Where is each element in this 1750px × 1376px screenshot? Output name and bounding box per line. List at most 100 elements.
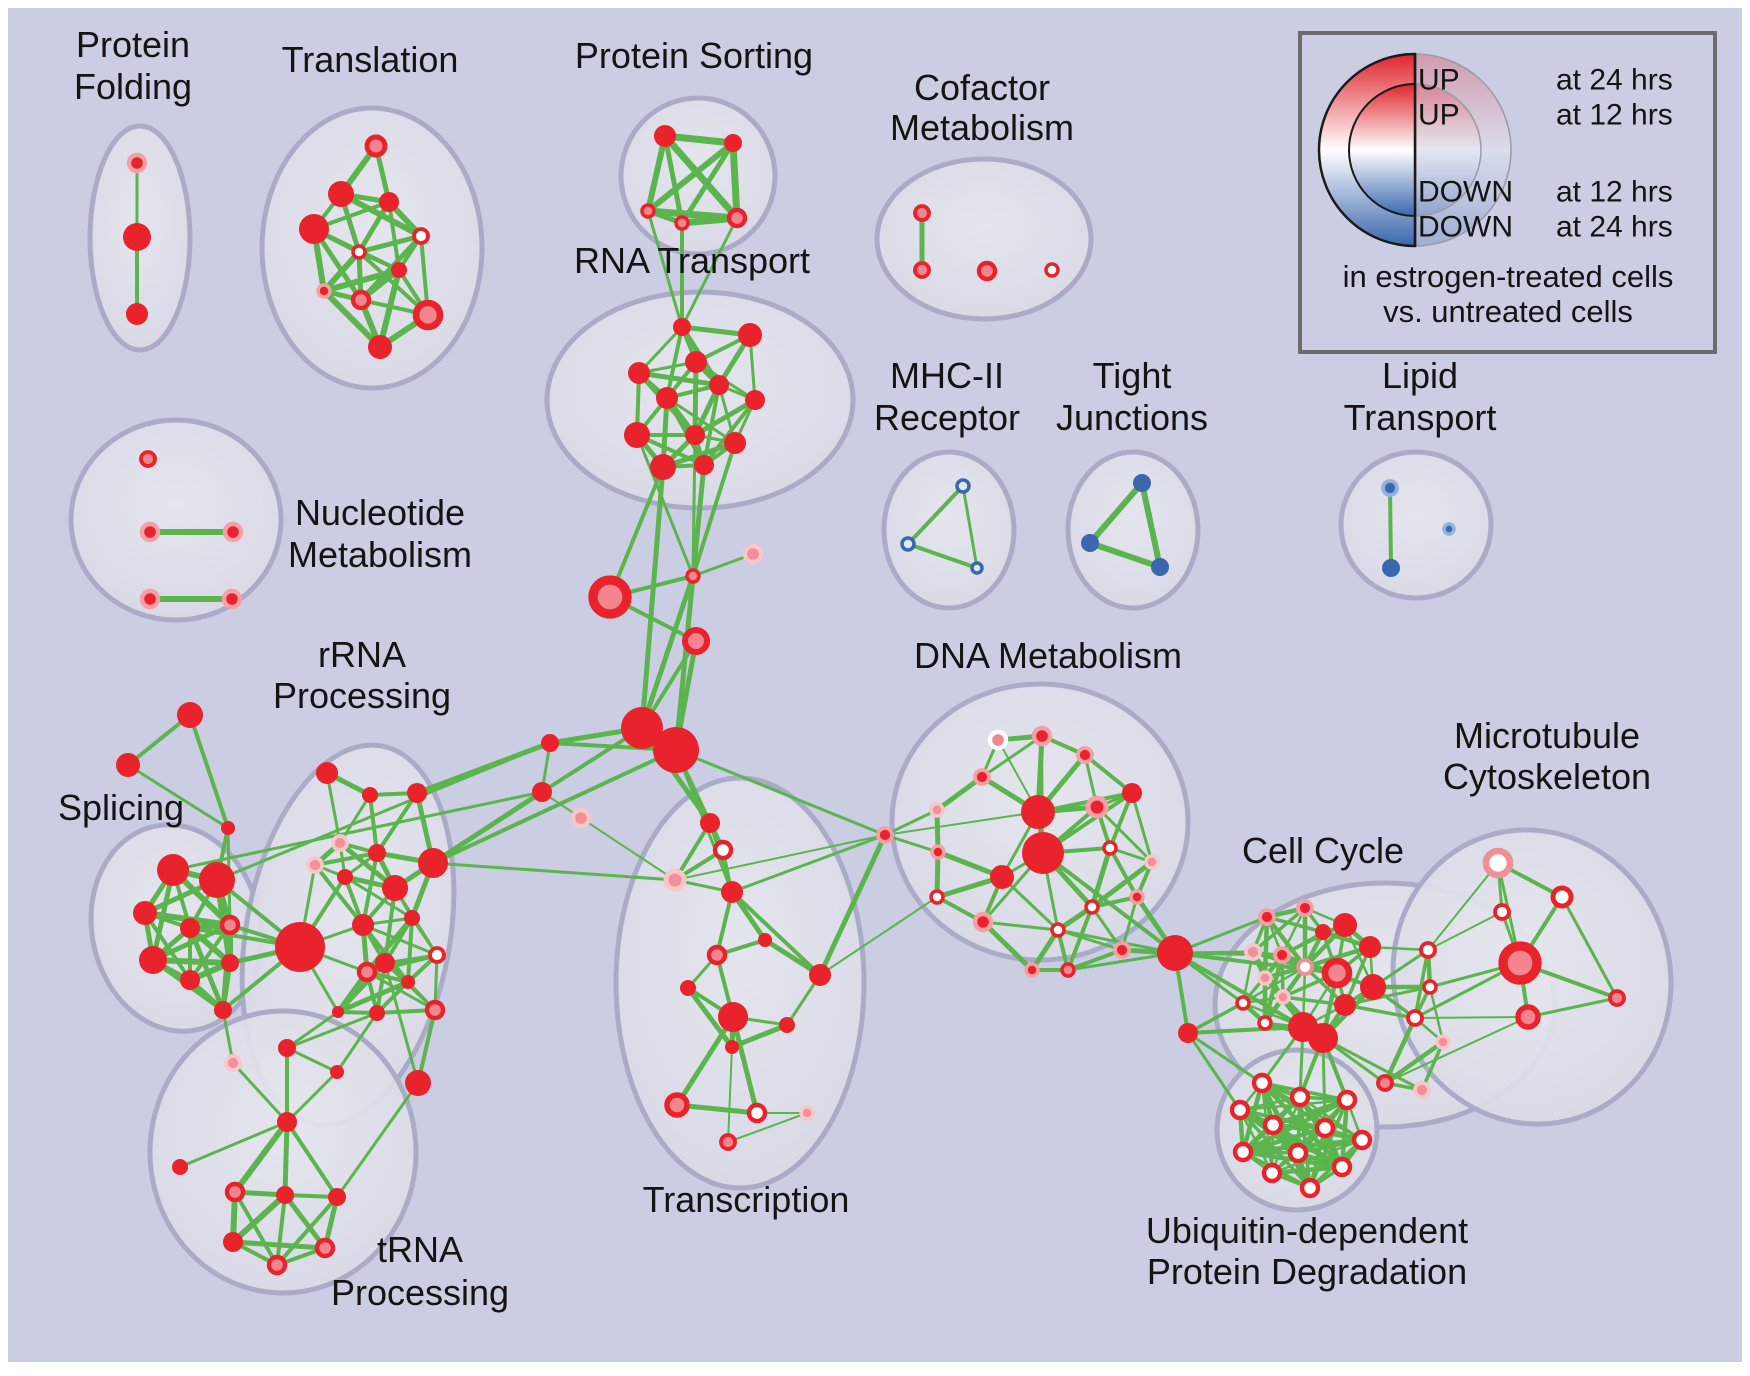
node-r13 (428, 946, 446, 964)
node-r7 (337, 869, 353, 885)
edge-mt5-mt6 (1526, 996, 1619, 1019)
node-c11 (1257, 970, 1273, 986)
node-u1 (1251, 1072, 1273, 1094)
edge-st2-st3 (126, 763, 230, 830)
edge-r15-r17 (335, 979, 411, 1015)
node-rt5 (709, 375, 729, 395)
node-d17 (1084, 899, 1100, 915)
edge-ps3-rt1 (646, 209, 684, 329)
edge-mh1-mh2 (906, 484, 965, 546)
node-t7 (391, 262, 407, 278)
edge-d2-d4 (980, 734, 1044, 779)
edge-br3-r18 (335, 1011, 379, 1074)
node-mt4 (1498, 941, 1542, 985)
node-t11 (368, 335, 392, 359)
node-tn1 (277, 1112, 297, 1132)
node-d21 (1060, 962, 1076, 978)
node-ps3 (640, 203, 656, 219)
edge-tn5-tn8 (275, 1195, 339, 1267)
node-c21 (1406, 1009, 1424, 1027)
edge-c19-c21 (1413, 948, 1430, 1020)
node-x7 (680, 980, 696, 996)
node-r2 (362, 787, 378, 803)
edge-tn1-tn4 (282, 1119, 290, 1198)
node-u3 (1336, 1089, 1358, 1111)
node-t5 (412, 227, 430, 245)
legend-caption-1: vs. untreated cells (1383, 294, 1633, 329)
node-s4 (180, 918, 200, 938)
edge-h4-h1 (691, 552, 755, 578)
node-r18 (369, 1005, 385, 1021)
node-d9 (1022, 832, 1064, 874)
node-mh2 (900, 536, 916, 552)
edge-rt10-h1 (691, 441, 737, 578)
node-s6 (139, 946, 167, 974)
node-u12 (1299, 1177, 1321, 1199)
edge-d3-d6 (1083, 753, 1134, 795)
edge-mt2-mt5 (1560, 895, 1619, 1000)
edge-x8-d22 (817, 832, 888, 978)
edge-c21-mt6 (1414, 1016, 1529, 1019)
node-rt9 (624, 422, 650, 448)
node-br3 (330, 1065, 344, 1079)
node-ps4 (674, 215, 690, 231)
node-u9 (1287, 1142, 1309, 1164)
edge-d17-d21 (1066, 905, 1094, 972)
node-nm3 (222, 521, 244, 543)
edge-r11-x3 (431, 861, 677, 882)
edge-ps1-ps3 (645, 133, 668, 214)
cluster-label-lipid-transport-0: Lipid (1382, 355, 1458, 396)
node-tn4 (276, 1186, 294, 1204)
cluster-label-cell-cycle-0: Cell Cycle (1242, 830, 1404, 871)
edge-u6-u8 (1240, 1125, 1328, 1155)
node-x10 (779, 1017, 795, 1033)
node-x3 (663, 868, 687, 892)
edge-r6-r9 (361, 851, 379, 927)
node-d13 (1144, 854, 1160, 870)
edge-ps2-ps4 (679, 140, 736, 226)
node-s1 (157, 854, 189, 886)
edge-c17-c24 (1321, 1036, 1424, 1092)
edge-rt9-h1 (635, 433, 695, 578)
node-h4 (742, 543, 764, 565)
edge-ps2-ps5 (729, 139, 741, 222)
node-d14 (929, 889, 945, 905)
edge-c18-u4 (1186, 1031, 1242, 1112)
node-c8 (1296, 958, 1314, 976)
node-tn6 (223, 1232, 243, 1252)
node-c13 (1235, 995, 1251, 1011)
node-r8 (382, 875, 408, 901)
edge-c20-c22 (1428, 985, 1445, 1044)
node-u8 (1232, 1141, 1254, 1163)
node-pf3 (126, 303, 148, 325)
cluster-label-rrna-processing-0: rRNA (318, 634, 406, 675)
node-c22 (1435, 1034, 1451, 1050)
node-c9 (1321, 957, 1353, 989)
node-r10 (404, 910, 420, 926)
node-d18 (1129, 889, 1145, 905)
node-tn8 (266, 1254, 288, 1276)
edge-st1-st2 (126, 713, 192, 767)
node-x4 (721, 881, 743, 903)
edge-c23-mt6 (1384, 1016, 1529, 1084)
node-t1 (364, 134, 388, 158)
edge-d18-d19 (1120, 895, 1139, 952)
legend-direction-0: UP (1418, 64, 1460, 97)
edge-d16-dbig (1056, 928, 1177, 955)
node-r17 (332, 1006, 344, 1018)
edge-x4-d22 (730, 833, 887, 894)
node-tn3 (224, 1181, 246, 1203)
node-b2 (570, 807, 592, 829)
edge-x11-x15 (727, 1046, 733, 1143)
node-c18 (1178, 1023, 1198, 1043)
edge-d7-d13 (1095, 805, 1154, 864)
node-c23 (1376, 1074, 1394, 1092)
edge-c2-c6 (1251, 906, 1307, 954)
node-s7 (180, 970, 200, 990)
edge-r5-r6 (313, 851, 379, 867)
legend-time-3: at 24 hrs (1556, 211, 1673, 244)
edge-tn4-tn8 (275, 1193, 287, 1267)
edge-c15-c20 (1343, 985, 1432, 1007)
edge-r5-r9 (313, 863, 365, 927)
